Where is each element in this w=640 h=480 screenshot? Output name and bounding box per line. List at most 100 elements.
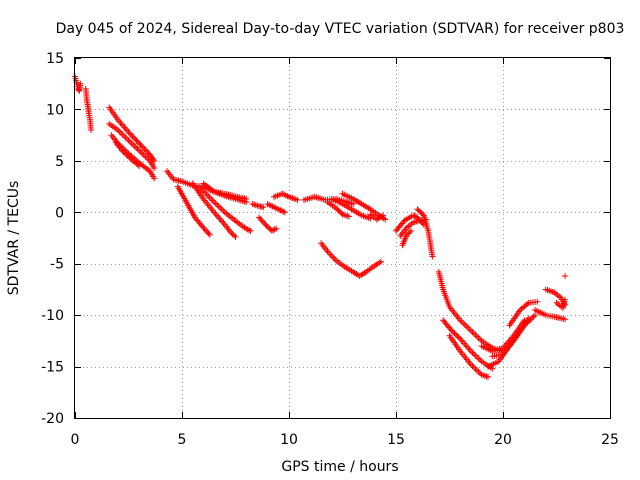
data-point [256,214,263,221]
data-point [470,330,477,337]
plot-frame [74,57,611,419]
data-point [472,352,479,359]
series-track-arc-11 [200,180,250,202]
data-point [140,144,147,151]
data-point [277,207,284,214]
data-point [118,121,125,128]
data-point [464,324,471,331]
data-point [469,329,476,336]
data-point [260,204,267,211]
series-track-arc-04 [106,120,158,172]
data-point [138,143,145,150]
x-axis-label: GPS time / hours [281,459,398,475]
data-point [131,143,138,150]
data-point [469,349,476,356]
data-point [209,197,216,204]
y-tick-label: 0 [55,205,64,221]
x-tick-label: 25 [601,432,619,448]
data-point [134,138,141,145]
data-point [136,147,143,154]
data-point [130,134,137,141]
data-point [477,336,484,343]
data-point [257,215,264,222]
data-point [205,230,212,237]
data-point [470,351,477,358]
grid [75,58,610,418]
axis-ticks [75,58,611,419]
data-point [467,348,474,355]
data-point [294,196,301,203]
data-point [123,151,130,158]
data-point [206,231,213,238]
data-point [77,80,84,87]
data-point [202,227,209,234]
data-point [465,345,472,352]
data-point [562,316,569,323]
data-point [120,132,127,139]
data-point [144,148,151,155]
y-tick-label: -5 [50,257,64,273]
data-point [475,355,482,362]
data-point [215,213,222,220]
series-track-arc-02 [82,85,95,133]
data-point [243,195,250,202]
data-point [75,86,82,93]
data-point [270,227,277,234]
data-point [220,207,227,214]
data-point [459,338,466,345]
data-point [208,195,215,202]
series-track-arc-17 [324,199,352,220]
series-track-arc-10 [196,183,254,234]
data-point [447,326,454,333]
data-point [203,191,210,198]
data-point [217,204,224,211]
data-point [229,231,236,238]
data-point [122,125,129,132]
series-track-arc-08 [174,183,213,238]
data-point [128,140,135,147]
series-track-arc-12 [249,201,267,211]
data-point [477,356,484,363]
data-point [212,200,219,207]
series-track-arc-35 [553,296,569,311]
data-point [217,217,224,223]
data-point [524,301,531,307]
data-point [125,137,132,144]
data-point [232,233,239,240]
data-point [219,218,226,225]
data-point [133,144,140,151]
data-point [246,227,253,234]
data-point [406,229,413,236]
data-point [128,131,135,138]
data-point [124,127,131,134]
data-point [457,335,464,342]
series-track-arc-33 [532,307,569,323]
series-track-arc-09 [189,180,239,240]
data-point [121,150,128,157]
y-axis-label: SDTVAR / TECUs [6,181,22,296]
data-point [127,138,134,145]
data-point [268,227,275,234]
data-point [469,362,476,369]
data-point [403,231,410,238]
data-point [411,213,418,220]
y-tick-label: 5 [55,154,64,170]
data-point [258,217,265,224]
data-point [137,141,144,148]
series-track-arc-03 [106,104,158,164]
series-track-arc-19 [328,195,374,222]
data-point [88,127,95,133]
x-tick-label: 5 [178,432,187,448]
data-point [199,223,206,230]
data-point [470,364,477,371]
data-point [126,154,133,161]
series-track-arc-25 [399,227,414,249]
data-point [151,165,158,172]
data-point [330,254,337,261]
data-point [325,249,332,256]
data-point [122,134,129,141]
data-point [463,323,470,330]
data-point [451,330,458,337]
chart-title: Day 045 of 2024, Sidereal Day-to-day VTE… [56,21,625,37]
data-point [407,227,414,234]
